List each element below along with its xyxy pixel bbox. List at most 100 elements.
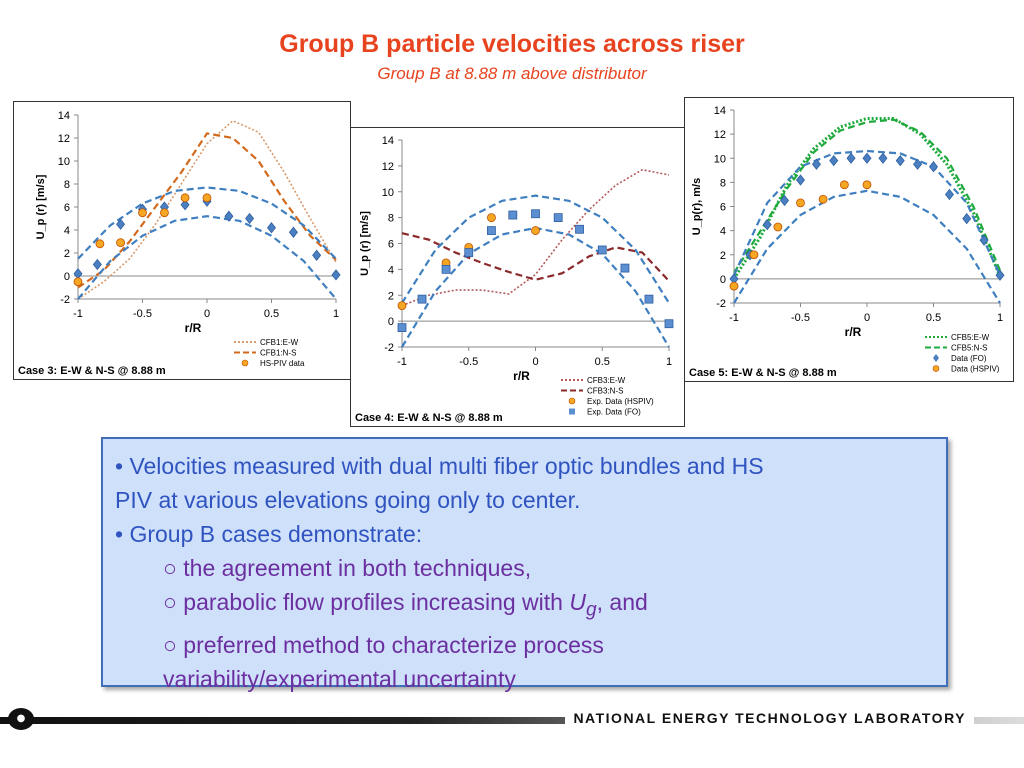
data-point [846,152,856,164]
series-line-2 [733,149,1001,276]
x-tick-label: 0.5 [264,308,279,320]
legend-label: CFB3:E-W [587,376,626,385]
data-point [729,281,739,291]
summary-text-box: • Velocities measured with dual multi fi… [101,437,948,692]
bullet-2: • Group B cases demonstrate: [115,521,423,547]
x-tick-label: -0.5 [791,312,810,324]
data-point [749,250,759,260]
footer-org-name: NATIONAL ENERGY TECHNOLOGY LABORATORY [565,708,974,728]
legend-label: CFB5:E-W [951,333,990,342]
data-point [224,210,234,222]
data-point [878,152,888,164]
x-tick-label: -0.5 [133,308,152,320]
y-axis-label: U_p (r) [m/s] [35,174,47,239]
x-tick-label: -1 [73,308,83,320]
slide-title: Group B particle velocities across riser [279,30,745,58]
x-axis-label: r/R [513,369,530,383]
data-point [312,249,322,261]
data-point [73,268,83,280]
data-point [397,301,407,311]
chart-panel-case3: -2 0 2 4 6 8 10 12 14 -1 -0.5 0 0.5 1 r/R U_p (r) [m/s]… [13,101,351,380]
sub-bullet-2-end: , and [596,589,648,615]
y-tick-label: 6 [64,202,70,214]
y-tick-label: 14 [382,135,394,147]
legend-label: CFB1:E-W [260,338,299,347]
data-point [928,161,939,173]
bullet-1-line-1: • Velocities measured with dual multi fi… [115,453,764,479]
data-point [644,294,654,304]
sub-bullet-3-line-2: variability/experimental uncertainty [163,665,516,692]
series-line-0 [401,168,670,307]
x-tick-label: 0 [204,308,210,320]
data-point [944,188,954,201]
x-tick-label: -1 [397,356,407,368]
x-tick-label: -1 [729,312,739,324]
data-point [796,198,805,208]
data-point [839,180,849,190]
data-point [962,212,972,225]
data-point [92,258,102,271]
y-tick-label: 0 [64,271,70,283]
y-tick-label: 4 [388,264,394,276]
data-point [331,269,341,281]
y-tick-label: 10 [58,156,70,168]
legend-swatch [933,354,939,362]
data-point [664,319,674,329]
y-tick-label: 14 [58,110,70,122]
data-point [895,155,905,167]
x-tick-label: 1 [997,312,1003,324]
legend-label: Exp. Data (HSPIV) [587,397,654,406]
data-point [575,224,584,234]
data-point [73,277,83,287]
y-tick-label: 2 [720,250,726,262]
bullet-1-line-2: PIV at various elevations going only to … [115,487,581,513]
x-tick-label: 0 [532,356,538,368]
y-axis-label: U_p (r) [m/s] [359,211,371,276]
legend-label: Data (FO) [951,354,987,363]
legend-label: Data (HSPIV) [951,365,1000,374]
y-tick-label: 12 [58,133,70,145]
chart-panel-case5: -2 0 2 4 6 8 10 12 14 -1 -0.5 0 0.5 1 r/R U_p(r), m/s CF… [684,97,1014,382]
data-point [202,193,212,203]
y-tick-label: 6 [720,202,726,214]
y-tick-label: 6 [388,239,394,251]
legend-swatch [241,359,249,367]
data-point [508,210,518,220]
y-tick-label: 10 [382,187,394,199]
data-point [487,213,496,223]
data-point [531,209,540,219]
netl-logo-icon: ● [8,708,34,730]
chart-caption: Case 4: E-W & N-S @ 8.88 m [355,412,503,424]
series-line-2 [77,186,337,260]
x-tick-label: 0 [864,312,870,324]
data-point [780,194,790,207]
legend-label: CFB3:N-S [587,387,623,396]
x-tick-label: 0.5 [926,312,941,324]
data-point [116,218,126,230]
data-point [531,226,540,235]
legend-swatch [569,408,575,415]
y-tick-label: 4 [720,226,726,238]
data-point [417,294,427,304]
data-point [829,155,839,167]
legend-swatch [568,397,576,405]
chart-caption: Case 5: E-W & N-S @ 8.88 m [689,367,837,379]
sub-bullet-2: ○ parabolic flow profiles increasing wit… [115,585,934,628]
series-line-1 [401,232,670,282]
data-point [795,174,806,186]
data-point [553,213,563,223]
y-tick-label: 0 [388,316,394,328]
ug-variable: Ug [569,589,597,621]
y-tick-label: 4 [64,225,70,237]
y-tick-label: 8 [720,177,726,189]
legend-label: Exp. Data (FO) [587,408,641,417]
data-point [818,194,828,204]
footer: ● NATIONAL ENERGY TECHNOLOGY LABORATORY [0,708,1024,730]
y-tick-label: -2 [716,298,726,310]
data-point [160,208,169,218]
y-tick-label: 10 [714,153,726,165]
series-line-3 [733,189,1001,304]
data-point [288,226,298,238]
y-axis-label: U_p(r), m/s [691,178,703,235]
data-point [180,193,190,203]
